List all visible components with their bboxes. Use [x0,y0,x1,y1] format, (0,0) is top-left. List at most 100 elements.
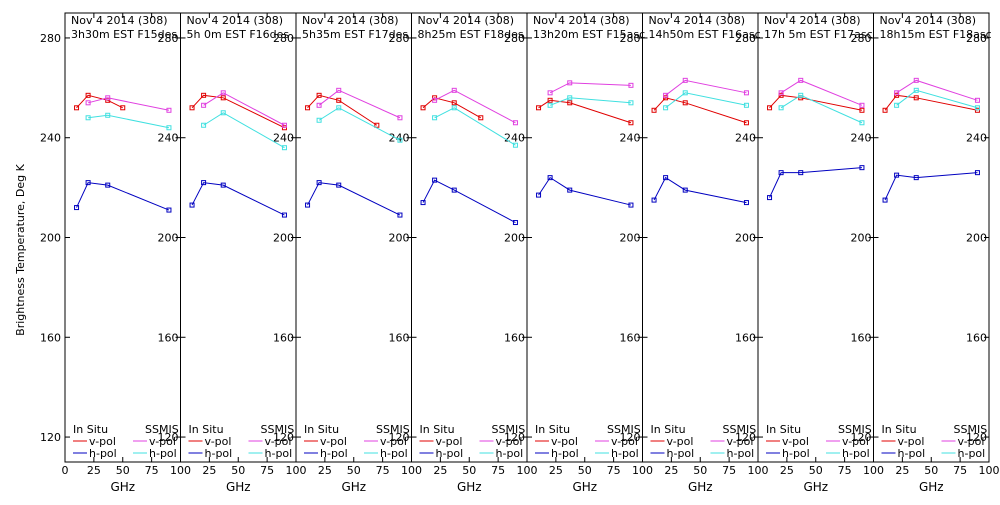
panel-title-date: Nov 4 2014 (308) [187,14,284,27]
marker-insitu_v [451,100,457,106]
y-tick-label: 120 [158,431,179,444]
marker-ssmis_v [798,77,804,83]
panel-title-time: 17h 5m EST F17asc [764,28,873,41]
series-line-insitu_h [76,182,170,211]
x-axis-label: GHz [457,480,482,494]
x-axis-label: GHz [341,480,366,494]
marker-ssmis_h [743,102,749,108]
marker-ssmis_v [105,95,111,101]
y-tick-label: 120 [389,431,410,444]
marker-ssmis_h [778,105,784,111]
y-tick-label: 280 [966,32,987,45]
legend-label-insitu: h-pol [782,447,810,460]
legend-label-insitu: h-pol [436,447,464,460]
y-tick-label: 160 [158,331,179,344]
legend-in-situ: In Situ [766,423,801,436]
y-tick-label: 120 [735,431,756,444]
panel-title-date: Nov 4 2014 (308) [764,14,861,27]
marker-insitu_h [663,175,669,181]
panels-group: Nov 4 2014 (308) 3h30m EST F15des 120 160 20… [40,12,1000,494]
y-tick-label: 240 [620,132,641,145]
marker-insitu_h [778,170,784,176]
marker-ssmis_v [974,97,980,103]
x-tick-label: 50 [116,464,130,477]
legend-ssmis: SSMIS [838,423,872,436]
y-tick-label: 280 [389,32,410,45]
x-tick-label: 25 [780,464,794,477]
marker-insitu_h [74,205,80,211]
marker-insitu_h [397,212,403,218]
marker-ssmis_h [281,145,287,151]
series-line-insitu_h [422,179,516,223]
legend-label-ssmis: h-pol [727,447,755,460]
marker-insitu_h [166,207,172,213]
legend-label-insitu: v-pol [551,435,578,448]
legend-in-situ: In Situ [73,423,108,436]
marker-insitu_v [913,95,919,101]
series-line-ssmis_h [434,107,516,146]
legend-label-insitu: h-pol [551,447,579,460]
legend-label-insitu: v-pol [320,435,347,448]
series-line-insitu_h [769,167,862,198]
x-tick-label: 75 [607,464,621,477]
marker-ssmis_h [974,105,980,111]
x-tick-label: 25 [202,464,216,477]
y-tick-label: 280 [851,32,872,45]
marker-insitu_h [220,182,226,188]
x-axis-label: GHz [688,480,713,494]
series-line-insitu_h [884,172,978,201]
marker-ssmis_h [663,105,669,111]
marker-ssmis_v [85,100,91,106]
y-tick-label-outer: 280 [40,32,61,45]
marker-ssmis_v [894,90,900,96]
series-line-ssmis_h [896,89,978,109]
marker-ssmis_v [547,90,553,96]
marker-insitu_v [74,105,80,111]
x-tick-label: 100 [632,464,653,477]
marker-insitu_h [913,175,919,181]
y-tick-label: 280 [504,32,525,45]
marker-insitu_h [743,200,749,206]
marker-ssmis_v [913,77,919,83]
legend-label-insitu: v-pol [898,435,925,448]
marker-insitu_h [767,195,773,201]
series-line-insitu_v [422,97,482,119]
y-tick-label: 200 [851,232,872,245]
marker-insitu_v [120,105,126,111]
y-tick-label: 160 [851,331,872,344]
panel-3: Nov 4 2014 (308)5h35m EST F17des 120 160 20… [295,12,422,494]
x-axis-label: GHz [572,480,597,494]
series-line-insitu_v [191,94,285,129]
marker-ssmis_h [512,142,518,148]
legend-label-ssmis: h-pol [611,447,639,460]
series-line-insitu_h [653,176,747,204]
legend-in-situ: In Situ [420,423,455,436]
panel-title-time: 5h35m EST F17des [302,28,408,41]
legend-label-insitu: h-pol [667,447,695,460]
series-line-ssmis_h [665,92,747,109]
panel-title-date: Nov 4 2014 (308) [880,14,977,27]
marker-insitu_h [281,212,287,218]
panel-2: Nov 4 2014 (308)5h 0m EST F16des 120 160 20… [180,12,307,494]
x-tick-label: 25 [664,464,678,477]
marker-insitu_v [547,97,553,103]
legend-label-ssmis: v-pol [842,435,869,448]
y-tick-label-outer: 240 [40,132,61,145]
x-tick-label: 75 [722,464,736,477]
legend-label-insitu: h-pol [320,447,348,460]
panel-8: Nov 4 2014 (308)18h15m EST F18asc 120 160 2… [873,12,1000,494]
y-axis-label-group: Brightness Temperature, Deg K [14,163,27,335]
y-tick-label-outer: 120 [40,431,61,444]
y-tick-label: 280 [735,32,756,45]
marker-insitu_h [512,220,518,226]
panel-title-date: Nov 4 2014 (308) [533,14,630,27]
marker-insitu_v [628,120,634,126]
panel-title-time: 3h30m EST F15des [71,28,177,41]
marker-ssmis_v [201,102,207,108]
marker-ssmis_v [451,87,457,93]
panel-4: Nov 4 2014 (308)8h25m EST F18des 120 160 20… [411,12,538,494]
